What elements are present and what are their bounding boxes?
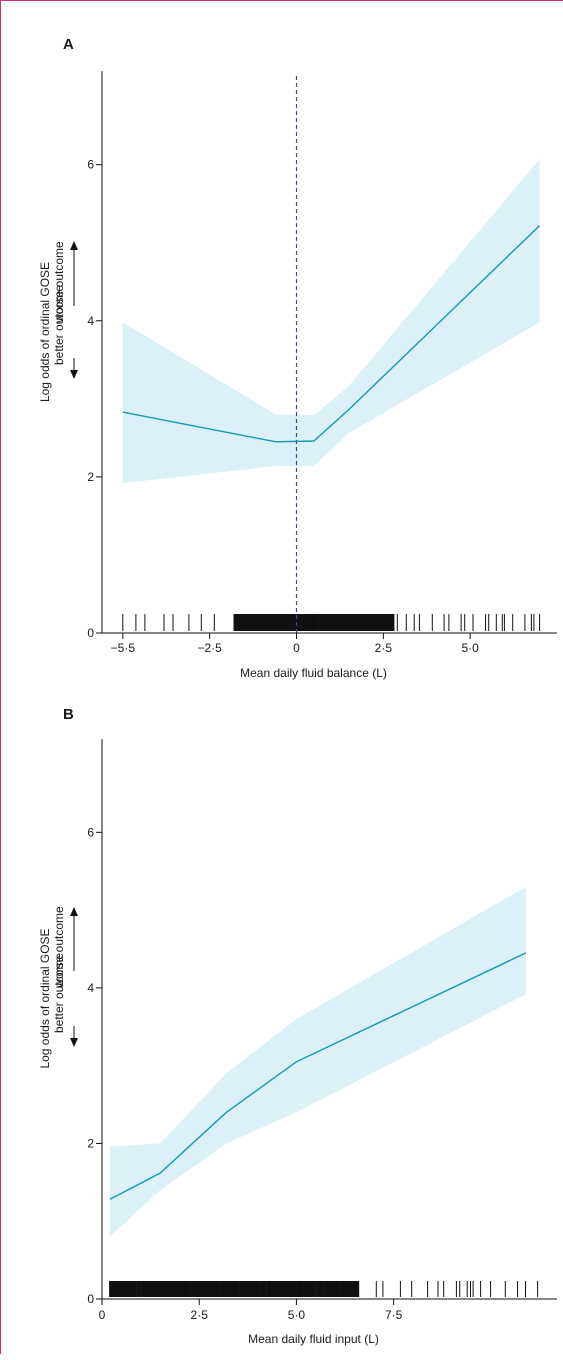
estimate-line	[122, 225, 541, 443]
y-tick-label: 6	[87, 158, 94, 172]
x-tick-label: 2·5	[375, 641, 393, 655]
y-tick-label: 2	[87, 470, 94, 484]
arrow-down-icon	[70, 370, 78, 379]
x-tick-label: 7·5	[385, 1308, 403, 1322]
confidence-band	[122, 159, 540, 484]
x-tick-label: 5·0	[461, 641, 479, 655]
arrow-up-icon	[70, 241, 78, 250]
y-tick-label: 2	[87, 1136, 94, 1150]
y-tick-label: 0	[87, 626, 94, 640]
y-axis-title: Log odds of ordinal GOSE	[38, 928, 52, 1068]
x-tick-label: 0	[293, 641, 300, 655]
confidence-band	[109, 886, 526, 1237]
arrow-up-icon	[70, 907, 78, 916]
x-axis-title: Mean daily fluid balance (L)	[240, 666, 387, 680]
worse-outcome-label: worse outcome	[52, 241, 66, 324]
better-outcome-label: better outcome	[52, 953, 66, 1033]
y-tick-label: 6	[87, 825, 94, 839]
x-tick-label: 0	[99, 1308, 106, 1322]
better-outcome-label: better outcome	[52, 285, 66, 365]
chart-panel-b: B 0 2 4 6 0 2·5 5·0 7·5 Mean daily fluid input (L…	[38, 706, 557, 1346]
estimate-line	[109, 952, 527, 1201]
x-tick-label: −5·5	[111, 641, 136, 655]
x-tick-label: 5·0	[288, 1308, 306, 1322]
rug-plot	[122, 614, 541, 631]
worse-outcome-label: worse outcome	[52, 906, 66, 989]
chart-panel-a: A 0 2 4 6 −5·5 −2·5 0 2·5 5·0 Mean daily fluid bal…	[38, 36, 557, 680]
rug-plot	[109, 1281, 539, 1297]
y-axis-title: Log odds of ordinal GOSE	[38, 262, 52, 402]
y-tick-label: 0	[87, 1292, 94, 1306]
x-axis-title: Mean daily fluid input (L)	[248, 1332, 379, 1346]
x-tick-label: 2·5	[191, 1308, 209, 1322]
arrow-down-icon	[70, 1038, 78, 1047]
y-tick-label: 4	[87, 314, 94, 328]
x-tick-label: −2·5	[197, 641, 222, 655]
panel-letter: B	[63, 706, 74, 723]
y-tick-label: 4	[87, 981, 94, 995]
panel-letter: A	[63, 36, 74, 53]
